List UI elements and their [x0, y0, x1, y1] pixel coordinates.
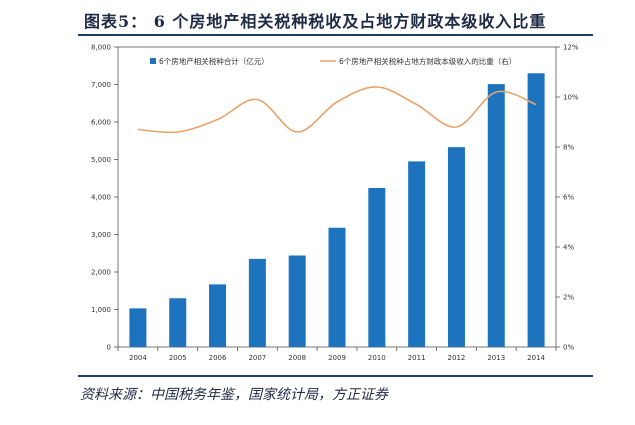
x-axis-tick-label: 2006 — [209, 354, 227, 362]
legend-line-label: 6个房地产相关税种占地方财政本级收入的比重（右） — [339, 56, 516, 66]
right-axis-tick-label: 0% — [563, 344, 574, 352]
x-axis-tick-label: 2012 — [448, 354, 466, 362]
left-axis-tick-label: 5,000 — [91, 156, 111, 164]
bar-2014 — [527, 73, 545, 347]
source-divider — [78, 375, 593, 377]
left-axis-tick-label: 3,000 — [91, 231, 111, 239]
left-axis-tick-label: 7,000 — [91, 81, 111, 89]
x-axis-tick-label: 2013 — [487, 354, 505, 362]
x-axis-tick-label: 2007 — [248, 354, 266, 362]
bar-2011 — [408, 161, 426, 347]
left-axis-tick-label: 4,000 — [91, 194, 111, 202]
bar-2009 — [328, 227, 346, 347]
legend-bar-label: 6个房地产相关税种合计（亿元） — [159, 56, 269, 66]
x-axis-tick-label: 2008 — [288, 354, 306, 362]
left-axis-tick-label: 6,000 — [91, 119, 111, 127]
left-axis-tick-label: 0 — [107, 344, 111, 352]
title-divider — [78, 34, 593, 36]
left-axis-tick-label: 8,000 — [91, 44, 111, 52]
right-axis-tick-label: 6% — [563, 194, 574, 202]
right-axis-tick-label: 8% — [563, 144, 574, 152]
right-axis-tick-label: 2% — [563, 294, 574, 302]
bar-2008 — [288, 255, 306, 347]
right-axis-tick-label: 10% — [563, 94, 579, 102]
x-axis-tick-label: 2010 — [368, 354, 386, 362]
x-axis-tick-label: 2011 — [408, 354, 426, 362]
right-axis-tick-label: 4% — [563, 244, 574, 252]
bar-2007 — [248, 258, 266, 347]
bar-2006 — [209, 284, 227, 347]
legend-bar-swatch — [150, 58, 156, 64]
x-axis-tick-label: 2005 — [169, 354, 187, 362]
right-axis-tick-label: 12% — [563, 44, 579, 52]
x-axis-tick-label: 2009 — [328, 354, 346, 362]
source-note: 资料来源：中国税务年鉴，国家统计局，方正证券 — [80, 387, 388, 403]
ratio-line — [137, 86, 537, 134]
bar-2004 — [129, 308, 147, 347]
bar-2013 — [487, 84, 505, 347]
left-axis-tick-label: 1,000 — [91, 306, 111, 314]
x-axis-tick-label: 2014 — [527, 354, 545, 362]
left-axis-tick-label: 2,000 — [91, 269, 111, 277]
x-axis-tick-label: 2004 — [129, 354, 147, 362]
bar-2005 — [169, 298, 187, 347]
bar-2010 — [368, 188, 386, 347]
bar-2012 — [447, 147, 465, 347]
chart-title: 图表5： 6 个房地产相关税种税收及占地方财政本级收入比重 — [84, 12, 547, 31]
